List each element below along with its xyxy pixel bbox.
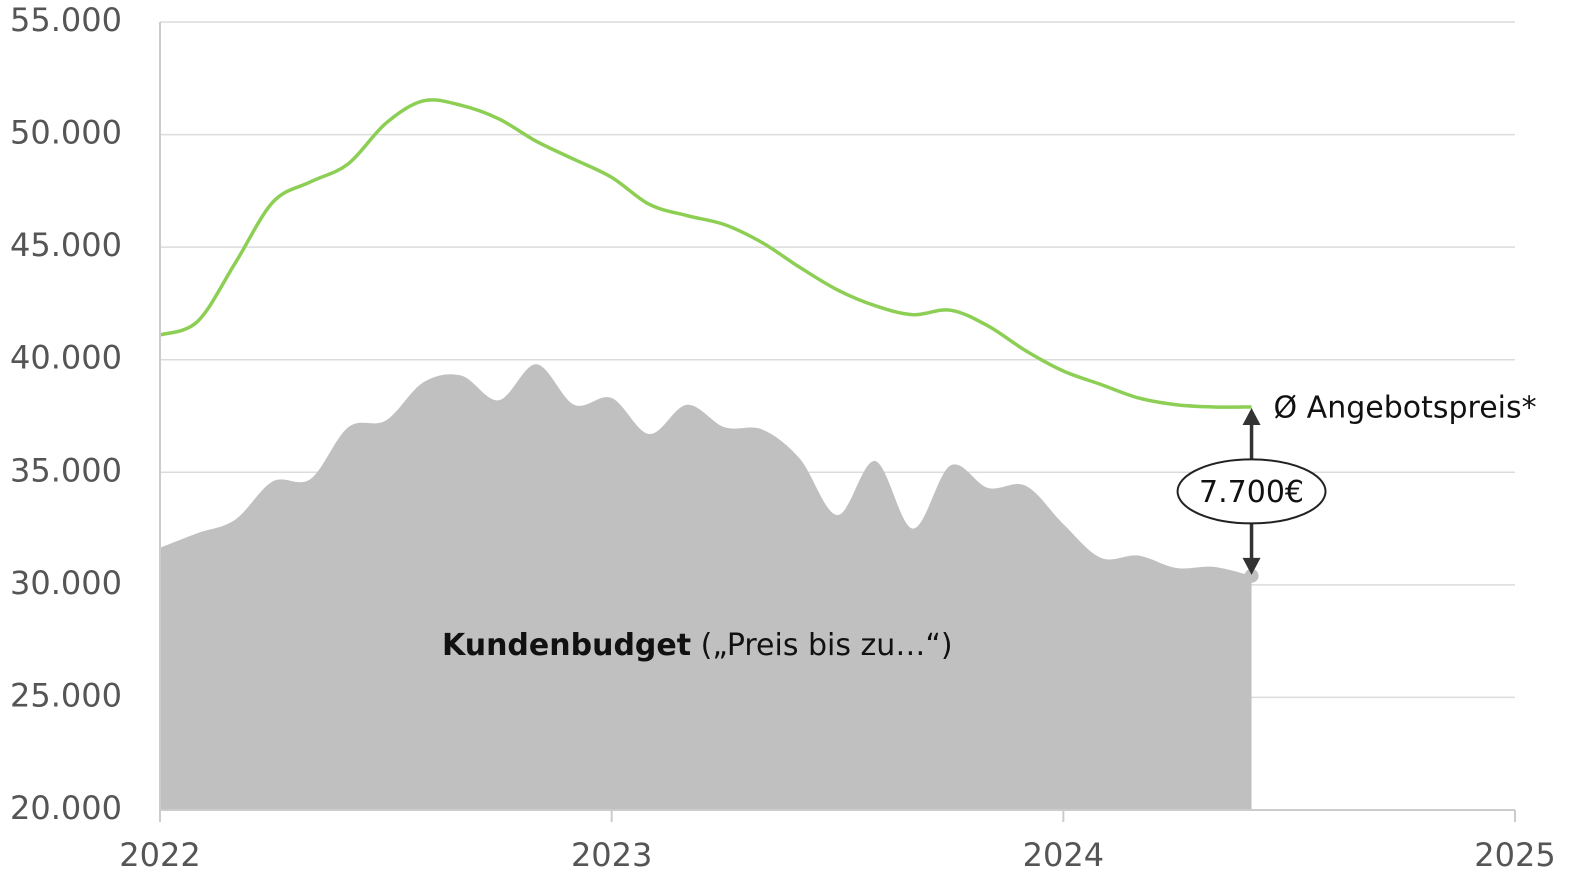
y-tick-label: 25.000: [10, 676, 122, 714]
y-tick-label: 20.000: [10, 789, 122, 827]
annotation: („Preis bis zu…“): [701, 628, 953, 663]
series-name: Kundenbudget: [442, 628, 691, 663]
gap-label: 7.700€: [1199, 475, 1304, 510]
y-tick-label: 45.000: [10, 226, 122, 264]
x-tick-label: 2025: [1474, 836, 1555, 874]
axes: 20.000 25.000 30.000 35.000 40.000 45.000 50.0…: [10, 1, 1556, 874]
y-tick-label: 30.000: [10, 564, 122, 602]
x-tick-label: 2022: [119, 836, 200, 874]
arrow-head: [1242, 407, 1261, 425]
marks: Ø Angebotspreis* Kundenbudget („Preis bis…: [159, 98, 1537, 810]
y-tick-label: 40.000: [10, 339, 122, 377]
x-tick-label: 2023: [571, 836, 652, 874]
end-dot: [1244, 568, 1259, 583]
arrow-head: [1242, 557, 1261, 575]
y-tick-label: 50.000: [10, 114, 122, 152]
y-tick-label: 35.000: [10, 451, 122, 489]
y-tick-label: 55.000: [10, 1, 122, 39]
line: [159, 98, 1252, 409]
gap-bubble: [1176, 458, 1327, 525]
series-label: Kundenbudget („Preis bis zu…“): [442, 628, 953, 663]
series-label: Ø Angebotspreis*: [1274, 390, 1537, 425]
x-tick-label: 2024: [1023, 836, 1104, 874]
area: [160, 364, 1252, 810]
